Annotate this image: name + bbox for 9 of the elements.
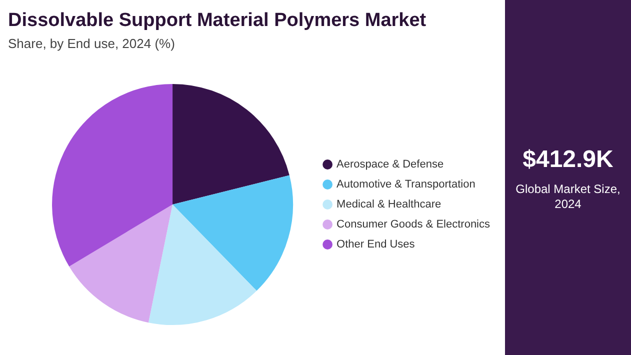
legend-label: Medical & Healthcare bbox=[336, 198, 442, 211]
legend-label: Other End Uses bbox=[336, 238, 416, 251]
chart-title: Dissolvable Support Material Polymers Market bbox=[8, 10, 426, 32]
text: Global Market Size, 2024 bbox=[514, 182, 622, 212]
legend-label: Consumer Goods & Electronics bbox=[336, 218, 490, 231]
text: $412.9K bbox=[522, 146, 614, 174]
chart-subtitle: Share, by End use, 2024 (%) bbox=[8, 36, 175, 51]
legend-label: Automotive & Transportation bbox=[336, 178, 476, 191]
legend-label: Aerospace & Defense bbox=[336, 158, 444, 171]
